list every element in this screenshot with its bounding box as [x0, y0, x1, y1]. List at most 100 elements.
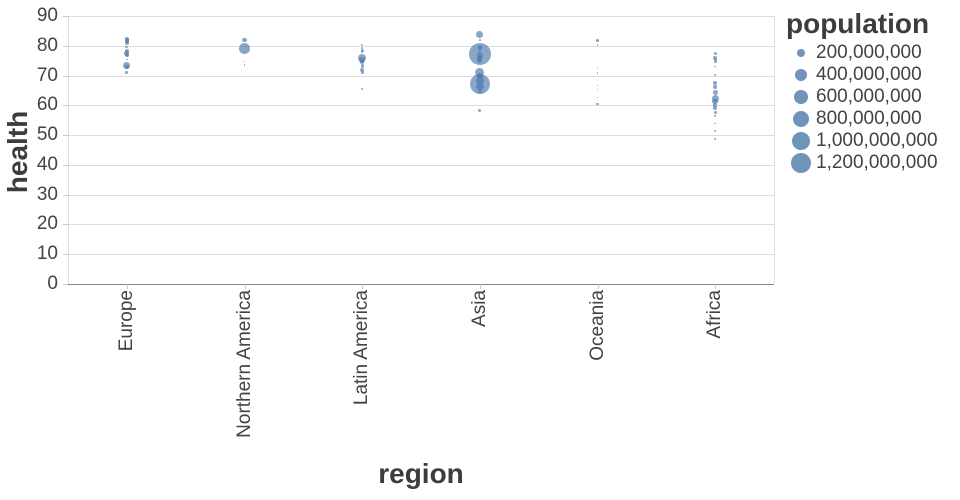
- legend-title: population: [786, 8, 930, 39]
- bubble-europe: [124, 64, 129, 69]
- bubble-oceania: [596, 38, 599, 42]
- y-tick-label: 90: [36, 5, 58, 26]
- y-tick-label: 10: [36, 243, 58, 265]
- bubble-africa: [714, 130, 717, 133]
- legend-swatch-column: [786, 48, 816, 58]
- legend-label: 400,000,000: [816, 64, 922, 85]
- bubble-africa: [713, 106, 718, 110]
- legend-item: 1,200,000,000: [786, 152, 938, 174]
- bubble-asia: [477, 57, 483, 63]
- y-tick-label: 20: [36, 213, 58, 235]
- x-axis-tick: [362, 284, 364, 289]
- bubble-africa: [713, 85, 718, 90]
- bubble-asia: [476, 31, 484, 38]
- x-axis-title: region: [378, 458, 464, 489]
- bubble-oceania: [596, 88, 599, 91]
- legend-item: 600,000,000: [786, 86, 938, 108]
- y-axis-tick: [63, 284, 68, 285]
- y-axis-tick: [63, 105, 68, 107]
- bubble-oceania: [596, 96, 599, 99]
- bubble-europe: [124, 38, 130, 43]
- y-tick-label: 60: [36, 94, 58, 116]
- x-category-label-text: Europe: [115, 290, 137, 352]
- bubble-africa: [713, 81, 718, 86]
- bubble-oceania: [596, 72, 599, 74]
- bubble-northern-america: [243, 60, 246, 62]
- bubble-asia: [476, 82, 484, 91]
- y-tick-label: 70: [36, 64, 58, 86]
- bubble-africa: [714, 137, 716, 140]
- bubble-latin-america: [361, 88, 364, 91]
- gridline: [68, 135, 774, 137]
- x-category-label-text: Latin America: [351, 290, 373, 406]
- x-axis-tick: [479, 284, 481, 289]
- bubble-latin-america: [360, 48, 364, 52]
- gridline: [68, 45, 774, 47]
- legend-size-swatch: [796, 48, 806, 58]
- x-category-label-text: Oceania: [586, 290, 608, 361]
- y-tick-label: 0: [47, 273, 58, 294]
- y-axis-tick: [63, 194, 68, 196]
- bubble-africa: [712, 99, 718, 105]
- bubble-asia: [479, 39, 481, 41]
- bubble-latin-america: [361, 43, 364, 46]
- plot-right-border: [774, 16, 775, 284]
- legend-label: 200,000,000: [816, 42, 922, 63]
- size-legend: population 200,000,000 400,000,000 600,000…: [786, 6, 938, 174]
- bubble-africa: [713, 56, 717, 60]
- bubble-oceania: [596, 43, 599, 46]
- gridline: [68, 75, 774, 77]
- bubble-latin-america: [360, 70, 364, 74]
- bubble-asia: [478, 109, 482, 113]
- bubble-latin-america: [360, 67, 365, 72]
- x-axis-tick: [597, 284, 599, 289]
- x-category-label-text: Asia: [468, 290, 490, 327]
- bubble-africa: [712, 89, 718, 96]
- bubble-africa: [714, 74, 716, 77]
- bubble-africa: [713, 114, 717, 118]
- bubble-africa: [713, 52, 717, 56]
- bubble-latin-america: [360, 50, 364, 53]
- bubble-africa: [713, 111, 717, 114]
- bubble-asia: [477, 52, 483, 59]
- x-axis-tick: [715, 284, 717, 289]
- legend-items: 200,000,000 400,000,000 600,000,000 800,000…: [786, 42, 938, 174]
- bubble-latin-america: [360, 59, 365, 64]
- legend-label: 1,000,000,000: [816, 130, 938, 151]
- legend-size-swatch: [790, 152, 812, 174]
- gridline: [68, 16, 774, 17]
- x-category-label-text: Northern America: [233, 290, 255, 438]
- y-axis-tick: [63, 254, 68, 256]
- x-category-label-text: Africa: [704, 290, 726, 339]
- legend-size-swatch: [792, 110, 810, 128]
- y-tick-label: 50: [36, 124, 58, 146]
- y-axis-tick: [63, 45, 68, 47]
- bubble-asia: [477, 88, 482, 94]
- bubble-europe: [124, 53, 129, 58]
- gridline: [68, 194, 774, 196]
- legend-item: 200,000,000: [786, 42, 938, 64]
- legend-size-swatch: [791, 131, 811, 151]
- bubble-oceania: [596, 102, 599, 106]
- bubble-latin-america: [360, 46, 364, 50]
- y-axis-tick: [63, 224, 68, 226]
- y-axis-tick: [63, 135, 68, 137]
- bubble-northern-america: [242, 38, 247, 43]
- bubble-northern-america: [243, 64, 246, 66]
- y-axis-tick: [63, 75, 68, 77]
- gridline: [68, 105, 774, 107]
- legend-label: 800,000,000: [816, 108, 922, 129]
- legend-item: 1,000,000,000: [786, 130, 938, 152]
- y-tick-label: 30: [36, 183, 58, 205]
- legend-size-swatch: [793, 89, 809, 105]
- x-axis-tick: [244, 284, 246, 289]
- bubble-europe: [124, 49, 129, 53]
- y-tick-label: 80: [36, 34, 58, 56]
- bubble-europe: [124, 40, 129, 45]
- gridline: [68, 164, 774, 166]
- legend-swatch-column: [786, 89, 816, 105]
- bubble-africa: [714, 65, 716, 68]
- y-axis-tick: [63, 164, 68, 166]
- legend-size-swatch: [795, 69, 807, 81]
